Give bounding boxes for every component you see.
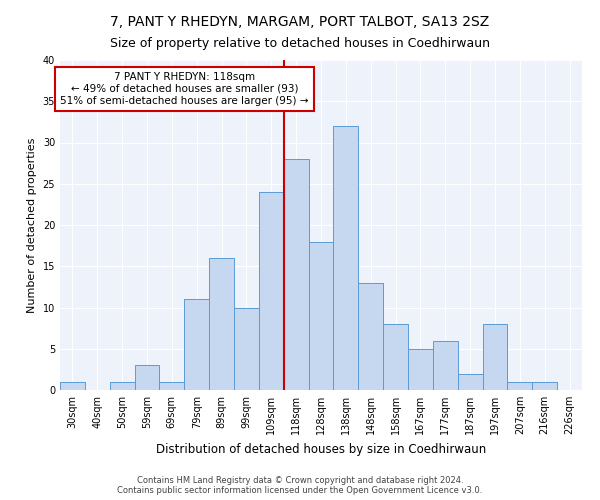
Bar (458, 374, 482, 390)
Bar (134, 365, 160, 390)
Bar (110, 382, 134, 390)
Bar (508, 382, 532, 390)
Bar (433, 340, 458, 390)
Bar (284, 159, 308, 390)
Text: 7 PANT Y RHEDYN: 118sqm
← 49% of detached houses are smaller (93)
51% of semi-de: 7 PANT Y RHEDYN: 118sqm ← 49% of detache… (60, 72, 308, 106)
Bar (160, 382, 184, 390)
Bar (334, 126, 358, 390)
Bar (482, 324, 508, 390)
Bar (209, 258, 234, 390)
Bar (60, 382, 85, 390)
Bar (532, 382, 557, 390)
Text: Contains HM Land Registry data © Crown copyright and database right 2024.
Contai: Contains HM Land Registry data © Crown c… (118, 476, 482, 495)
X-axis label: Distribution of detached houses by size in Coedhirwaun: Distribution of detached houses by size … (156, 442, 486, 456)
Y-axis label: Number of detached properties: Number of detached properties (27, 138, 37, 312)
Bar (259, 192, 284, 390)
Bar (358, 283, 383, 390)
Bar (383, 324, 408, 390)
Bar (308, 242, 334, 390)
Text: 7, PANT Y RHEDYN, MARGAM, PORT TALBOT, SA13 2SZ: 7, PANT Y RHEDYN, MARGAM, PORT TALBOT, S… (110, 15, 490, 29)
Bar (234, 308, 259, 390)
Text: Size of property relative to detached houses in Coedhirwaun: Size of property relative to detached ho… (110, 38, 490, 51)
Bar (184, 299, 209, 390)
Bar (408, 349, 433, 390)
